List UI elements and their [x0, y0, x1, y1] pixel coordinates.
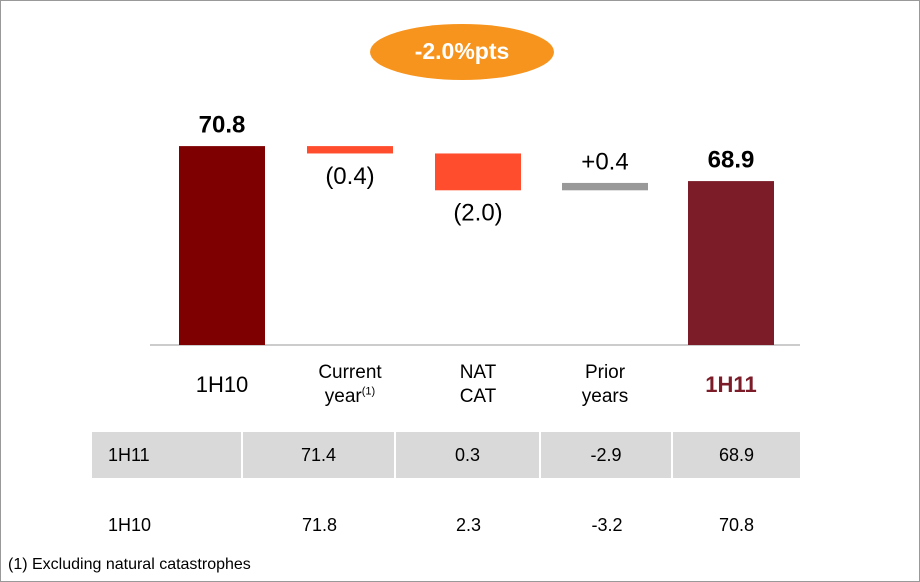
- category: 1H11: [693, 352, 769, 418]
- table-cell: 2.3: [455, 514, 482, 535]
- category: Current year(1): [312, 352, 388, 418]
- table-cell: 70.8: [718, 514, 755, 535]
- table-cell: 71.4: [243, 432, 396, 478]
- bar: [562, 182, 648, 191]
- table-cell: -2.9: [541, 432, 673, 478]
- category-label: Current year(1): [318, 362, 382, 407]
- annotation: -2.0%pts: [415, 38, 510, 64]
- table-cell: 1H11: [92, 432, 243, 478]
- value-label: 68.9: [708, 146, 755, 173]
- annotation-badge: [370, 24, 554, 80]
- bar: [435, 153, 521, 191]
- category-label: Prior years: [581, 362, 629, 407]
- bar: [179, 146, 265, 345]
- table-cell: 0.3: [396, 432, 541, 478]
- bar: [688, 181, 774, 345]
- category: 1H10: [184, 352, 260, 418]
- category: Prior years: [567, 352, 643, 418]
- category-label: NAT CAT: [459, 362, 497, 407]
- table-cell: 71.8: [301, 514, 338, 535]
- category-label: 1H11: [705, 372, 757, 397]
- bar: [307, 146, 393, 154]
- value-label: 70.8: [199, 111, 246, 138]
- value-label: (0.4): [325, 163, 374, 190]
- footnote: (1) Excluding natural catastrophes: [8, 556, 251, 573]
- table-cell: 68.9: [673, 432, 800, 478]
- category-label: 1H10: [195, 372, 249, 397]
- category: NAT CAT: [440, 352, 516, 418]
- footnote-ref: (1): [361, 385, 376, 398]
- value-label: +0.4: [581, 148, 628, 175]
- table-cell: 1H10: [108, 514, 152, 535]
- value-label: (2.0): [453, 200, 502, 227]
- table-cell: -3.2: [591, 514, 623, 535]
